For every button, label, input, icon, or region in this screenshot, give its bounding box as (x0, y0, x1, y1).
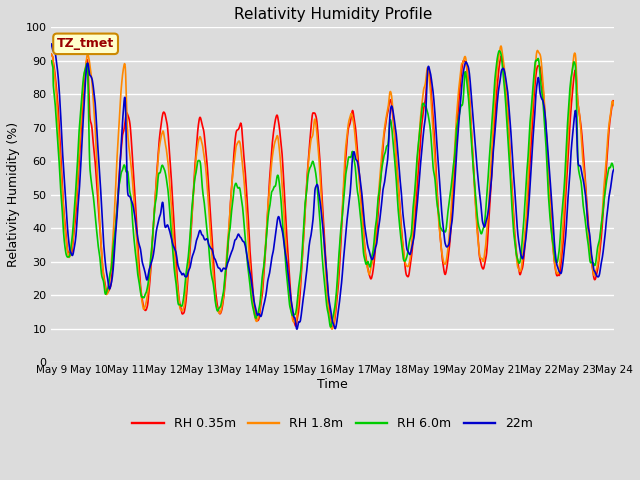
Y-axis label: Relativity Humidity (%): Relativity Humidity (%) (7, 122, 20, 267)
Text: TZ_tmet: TZ_tmet (57, 37, 114, 50)
Legend: RH 0.35m, RH 1.8m, RH 6.0m, 22m: RH 0.35m, RH 1.8m, RH 6.0m, 22m (127, 412, 538, 435)
X-axis label: Time: Time (317, 378, 348, 391)
Title: Relativity Humidity Profile: Relativity Humidity Profile (234, 7, 432, 22)
